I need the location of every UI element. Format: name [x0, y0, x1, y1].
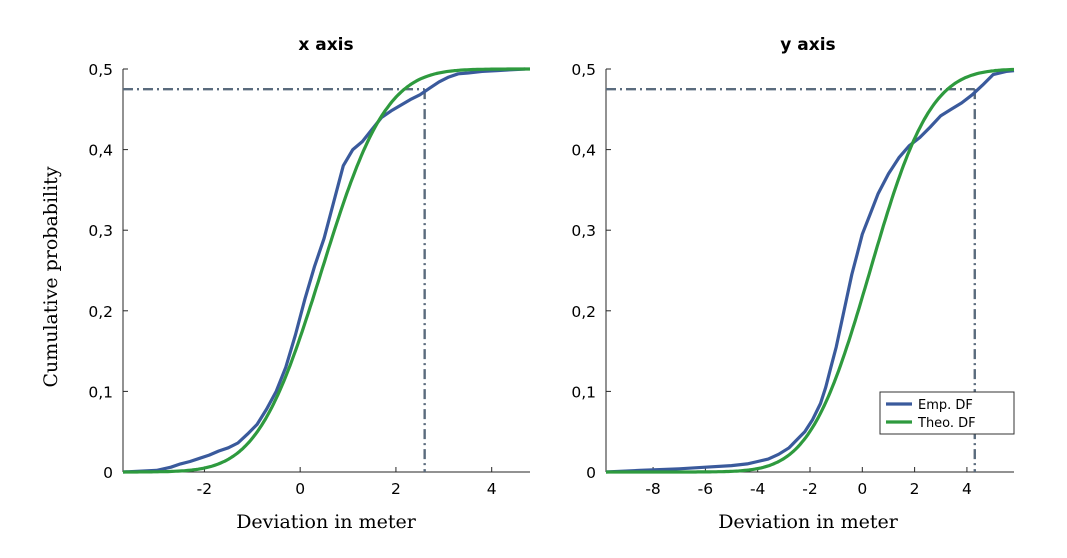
- x-tick-label: 2: [391, 480, 401, 498]
- legend: Emp. DF Theo. DF: [879, 391, 1015, 435]
- series-line-emp-df-left: [122, 67, 526, 474]
- y-tick-label: 0,5: [571, 61, 596, 79]
- x-tick-label: 0: [295, 480, 305, 498]
- y-tick-label: 0,2: [571, 303, 596, 321]
- plot-area-right: 0 0,1 0,2 0,3 0,4 0,5 -8 -6 -4 -2 0 2 4: [571, 61, 1015, 498]
- y-tick-label: 0,5: [88, 61, 113, 79]
- y-tick-label: 0,1: [571, 383, 596, 401]
- x-tick-label: -2: [197, 480, 212, 498]
- y-tick-label: 0: [586, 464, 596, 482]
- x-tick-label: -2: [802, 480, 817, 498]
- x-tick-label: -6: [698, 480, 713, 498]
- chart-title-left: x axis: [298, 35, 353, 55]
- y-tick-label: 0,3: [571, 222, 596, 240]
- series-line-emp-df-right: [605, 69, 1015, 474]
- x-tick-label: 4: [487, 480, 497, 498]
- chart-title-right: y axis: [780, 35, 835, 55]
- legend-label: Theo. DF: [917, 416, 976, 431]
- x-tick-label: 2: [910, 480, 920, 498]
- x-tick-label: -8: [645, 480, 660, 498]
- series-line-theo-df-left: [123, 67, 530, 474]
- x-tick-label: 4: [962, 480, 972, 498]
- y-axis-label: Cumulative probability: [40, 166, 62, 387]
- y-tick-label: 0,4: [88, 142, 113, 160]
- y-tick-label: 0: [103, 464, 113, 482]
- chart-right: y axis Deviation in meter 00,10,20,30,40…: [571, 35, 1015, 533]
- plot-area-left: 0 0,1 0,2 0,3 0,4 0,5 -2 0 2 4: [88, 61, 530, 498]
- x-axis-label-left: Deviation in meter: [236, 511, 417, 533]
- chart-left: x axis Deviation in meter Cumulative pro…: [40, 35, 530, 533]
- y-tick-label: 0,1: [88, 383, 113, 401]
- y-tick-label: 0,3: [88, 222, 113, 240]
- x-axis-label-right: Deviation in meter: [718, 511, 899, 533]
- x-tick-label: -4: [750, 480, 765, 498]
- legend-label: Emp. DF: [918, 398, 973, 413]
- y-tick-label: 0,2: [88, 303, 113, 321]
- legend-box: [879, 391, 1015, 435]
- series-line-theo-df-right: [606, 67, 1014, 474]
- x-tick-label: 0: [857, 480, 867, 498]
- y-tick-label: 0,4: [571, 142, 596, 160]
